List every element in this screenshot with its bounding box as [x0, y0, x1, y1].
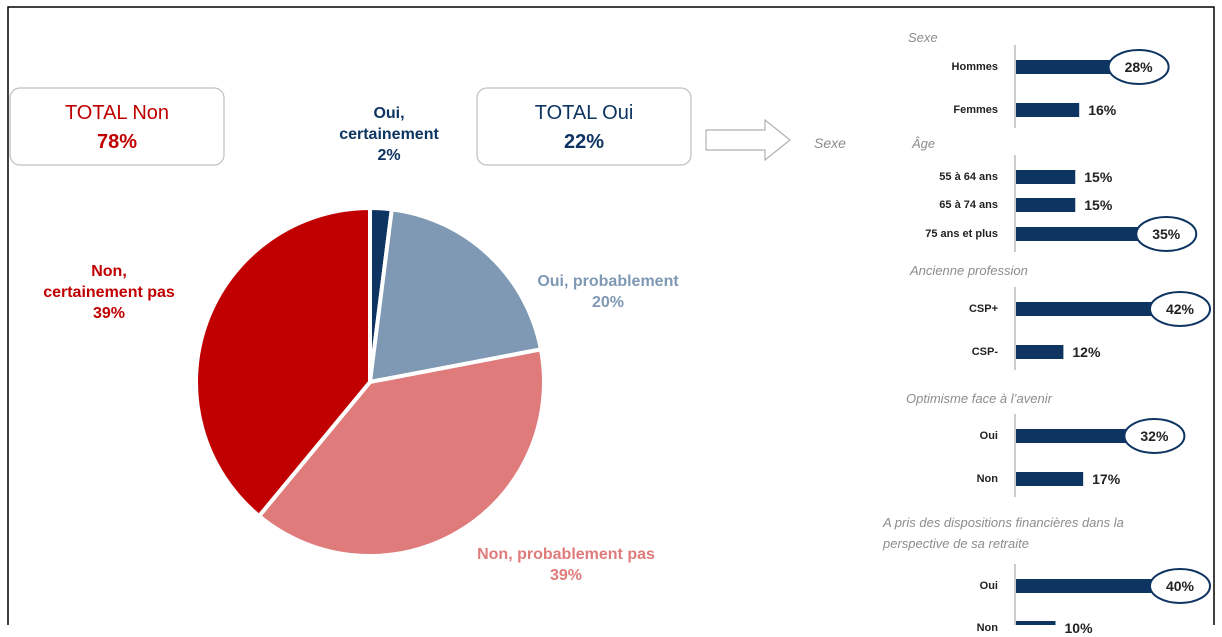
arrow	[705, 118, 791, 162]
slice-value: 20%	[591, 294, 625, 311]
category-label: Hommes	[951, 60, 998, 73]
bar	[1016, 227, 1155, 241]
value-label: 12%	[1072, 343, 1101, 360]
value-label: 15%	[1084, 196, 1113, 213]
value-label: 10%	[1064, 619, 1093, 636]
value-label: 17%	[1092, 470, 1121, 487]
category-label: Oui	[979, 429, 998, 442]
value-label: 28%	[1124, 58, 1153, 75]
value-label: 16%	[1088, 101, 1117, 118]
frame	[7, 6, 1215, 625]
highlight-ellipse	[1123, 418, 1186, 454]
slice-value: 39%	[92, 305, 126, 322]
bar	[1016, 345, 1064, 359]
bar	[1016, 302, 1182, 316]
category-label: 55 à 64 ans	[939, 170, 998, 183]
pie-slice	[194, 206, 372, 519]
group-title: Âge	[912, 136, 936, 151]
category-label: Non	[976, 621, 998, 634]
highlight-ellipse	[1107, 49, 1170, 85]
bar	[1016, 103, 1080, 117]
total-value: 22%	[563, 131, 605, 153]
total-box	[9, 87, 225, 166]
slice-label: Oui, probablement	[537, 273, 679, 290]
pie-slice	[368, 207, 543, 384]
bar	[1016, 170, 1076, 184]
value-label: 15%	[1084, 168, 1113, 185]
group-title: Sexe	[908, 30, 938, 45]
total-title: TOTAL Non	[64, 102, 170, 124]
slice-label: Non, probablement pas	[477, 546, 655, 563]
bar	[1016, 198, 1076, 212]
bar	[1016, 60, 1127, 74]
bar	[1016, 579, 1174, 593]
group-title: Ancienne profession	[910, 263, 1028, 278]
total-title: TOTAL Oui	[534, 102, 634, 124]
total-box	[476, 87, 692, 166]
highlight-ellipse	[1135, 216, 1198, 252]
value-label: 32%	[1140, 427, 1169, 444]
group-title: A pris des dispositions financières dans…	[883, 515, 1124, 551]
group-title: Optimisme face à l’avenir	[906, 391, 1052, 406]
category-label: 75 ans et plus	[925, 227, 998, 240]
bar	[1016, 472, 1084, 486]
category-label: Non	[976, 472, 998, 485]
category-label: Oui	[979, 579, 998, 592]
slice-value: 39%	[549, 567, 583, 584]
value-label: 35%	[1152, 225, 1181, 242]
highlight-ellipse	[1149, 568, 1211, 604]
category-label: CSP-	[971, 345, 998, 358]
highlight-ellipse	[1149, 291, 1211, 327]
arrow-label: Sexe	[814, 135, 846, 151]
category-label: CSP+	[968, 302, 998, 315]
value-label: 40%	[1165, 577, 1195, 594]
bar	[1016, 621, 1056, 625]
slice-value: 2%	[377, 147, 401, 164]
bar	[1016, 429, 1143, 443]
category-label: Femmes	[953, 103, 998, 116]
total-value: 78%	[96, 131, 138, 153]
value-label: 42%	[1165, 300, 1195, 317]
pie-slice	[257, 347, 546, 558]
category-label: 65 à 74 ans	[939, 198, 998, 211]
slice-label: Oui, certainement	[339, 105, 439, 143]
slice-label: Non, certainement pas	[43, 263, 175, 301]
